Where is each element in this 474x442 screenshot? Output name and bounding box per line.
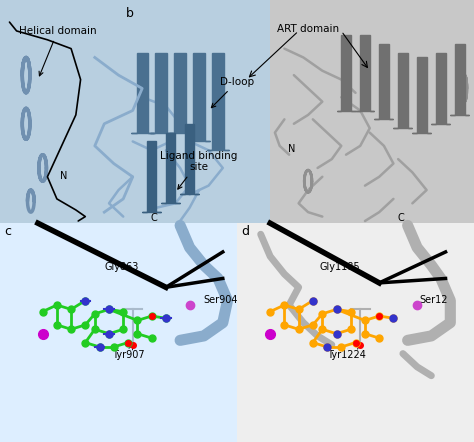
Text: Gly1185: Gly1185 — [320, 262, 361, 272]
Polygon shape — [150, 53, 173, 133]
Polygon shape — [337, 35, 356, 110]
Text: b: b — [126, 7, 134, 19]
Polygon shape — [142, 141, 161, 212]
Text: Gly863: Gly863 — [104, 262, 139, 272]
Text: C: C — [151, 213, 157, 223]
Polygon shape — [393, 53, 412, 128]
Text: Helical domain: Helical domain — [19, 26, 97, 76]
Text: d: d — [242, 225, 250, 238]
Text: Tyr907: Tyr907 — [112, 346, 144, 360]
Polygon shape — [412, 57, 431, 133]
FancyBboxPatch shape — [0, 223, 237, 442]
Polygon shape — [131, 53, 154, 133]
FancyBboxPatch shape — [270, 0, 474, 223]
Text: D-loop: D-loop — [211, 77, 254, 108]
Polygon shape — [188, 53, 210, 141]
FancyBboxPatch shape — [0, 0, 270, 223]
Text: Ser904: Ser904 — [204, 295, 238, 305]
Text: Ser12: Ser12 — [419, 295, 448, 305]
Text: Tyr1224: Tyr1224 — [327, 345, 365, 360]
Text: N: N — [60, 171, 68, 181]
Polygon shape — [180, 124, 199, 194]
Polygon shape — [450, 44, 469, 115]
Text: ART domain: ART domain — [277, 24, 339, 34]
Text: N: N — [288, 145, 295, 155]
Polygon shape — [356, 35, 374, 110]
Text: C: C — [397, 213, 404, 223]
Text: c: c — [5, 225, 12, 238]
Polygon shape — [169, 53, 191, 133]
Polygon shape — [207, 53, 229, 150]
Polygon shape — [374, 44, 393, 119]
Polygon shape — [431, 53, 450, 124]
FancyBboxPatch shape — [237, 223, 474, 442]
Polygon shape — [161, 133, 180, 203]
Text: Ligand binding
site: Ligand binding site — [160, 151, 238, 189]
